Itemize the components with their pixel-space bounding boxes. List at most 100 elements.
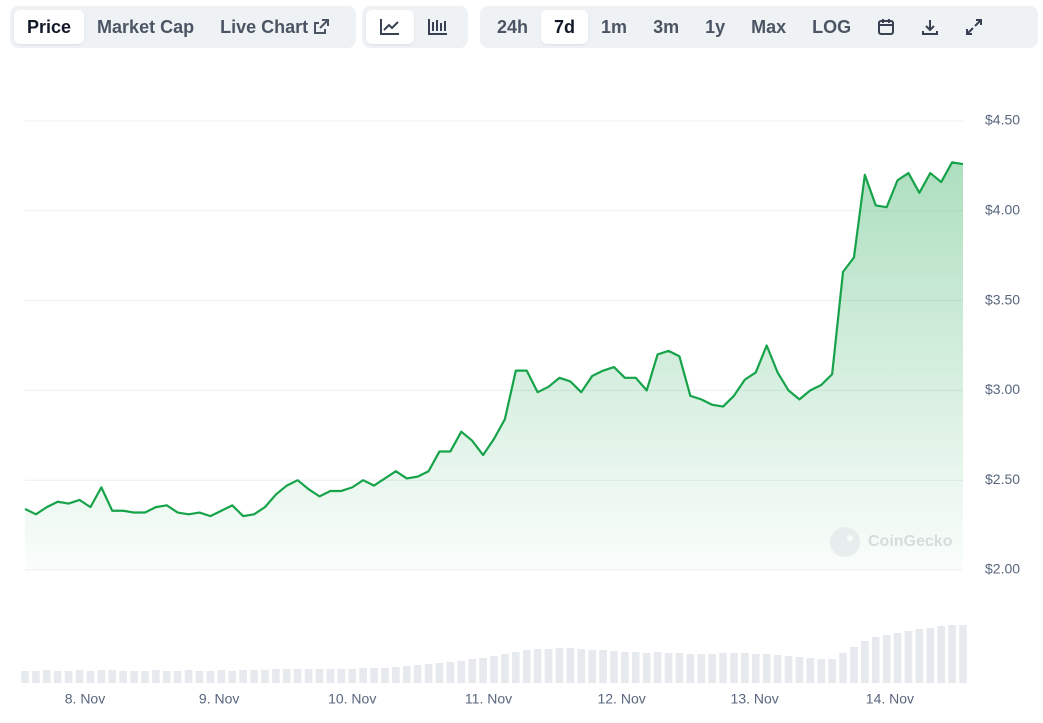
range-button[interactable]: 24h	[497, 16, 529, 37]
y-tick-label: $4.50	[985, 112, 1020, 128]
volume-bar	[130, 671, 138, 683]
volume-bar	[522, 650, 531, 683]
volume-bar	[948, 625, 956, 683]
fullscreen-button[interactable]	[952, 10, 996, 44]
range-button[interactable]: 7d	[541, 10, 589, 44]
range-button[interactable]: 3m	[653, 16, 680, 37]
volume-bar	[359, 668, 367, 683]
volume-bar	[937, 626, 946, 683]
candle-chart-button[interactable]	[414, 10, 462, 44]
volume-bar	[392, 667, 400, 683]
volume-bar	[75, 670, 84, 683]
volume-bar	[282, 669, 291, 683]
volume-bar	[686, 654, 695, 683]
volume-bar	[162, 671, 171, 683]
range-button[interactable]: 1m	[601, 16, 628, 37]
volume-bar	[64, 671, 73, 683]
volume-bar	[773, 655, 782, 683]
volume-bar	[599, 650, 607, 683]
x-tick-label: 13. Nov	[731, 691, 779, 707]
volume-bar	[544, 649, 553, 683]
volume-bar	[675, 653, 684, 683]
tab[interactable]: Price	[14, 10, 85, 44]
volume-bar	[228, 671, 237, 683]
volume-bar	[435, 663, 444, 683]
volume-bar	[424, 664, 433, 683]
download-icon	[922, 20, 939, 35]
volume-bar	[642, 653, 651, 683]
y-tick-label: $3.50	[985, 291, 1020, 307]
volume-bar	[195, 671, 204, 683]
x-tick-label: 10. Nov	[328, 691, 376, 707]
volume-bar	[511, 652, 520, 683]
volume-bar	[784, 656, 793, 683]
volume-bar	[588, 650, 596, 683]
volume-bar	[817, 659, 826, 683]
volume-bar	[795, 657, 804, 683]
calendar-button[interactable]	[864, 10, 908, 44]
volume-bar	[479, 658, 487, 683]
range-group: 24h 7d 1m 3m 1y Max LOG	[480, 6, 1038, 48]
volume-bar	[468, 659, 477, 683]
tab[interactable]: Market Cap	[97, 16, 195, 37]
volume-bar	[882, 635, 891, 683]
volume-bar	[53, 671, 62, 683]
calendar-icon	[878, 19, 895, 35]
volume-bar	[893, 633, 902, 683]
volume-bar	[413, 665, 422, 683]
volume-bar	[501, 654, 509, 683]
volume-bar	[173, 671, 182, 683]
volume-bar	[152, 670, 160, 683]
expand-icon	[966, 19, 983, 35]
volume-bar	[653, 652, 662, 683]
volume-bar	[446, 662, 455, 683]
volume-bar	[871, 637, 880, 683]
y-tick-label: $2.50	[985, 471, 1020, 487]
log-button[interactable]: LOG	[812, 16, 852, 37]
volume-bar	[610, 651, 618, 683]
volume-bar	[239, 670, 247, 683]
volume-bar	[751, 654, 760, 683]
volume-bar	[337, 669, 346, 683]
volume-bar	[326, 669, 335, 683]
range-button[interactable]: 1y	[705, 16, 726, 37]
volume-bar	[719, 653, 727, 683]
range-button[interactable]: Max	[751, 16, 787, 37]
volume-bar	[217, 670, 226, 683]
x-tick-label: 12. Nov	[597, 691, 645, 707]
download-button[interactable]	[908, 10, 952, 44]
line-chart-button[interactable]	[366, 10, 414, 44]
external-icon	[314, 19, 330, 34]
volume-bar	[97, 670, 106, 683]
volume-bar	[708, 654, 716, 683]
candle-icon	[428, 19, 447, 35]
volume-bar	[261, 670, 269, 683]
x-tick-label: 14. Nov	[866, 691, 914, 707]
y-tick-label: $2.00	[985, 561, 1020, 577]
volume-bar	[926, 628, 935, 683]
volume-bar	[631, 652, 640, 683]
volume-bar	[293, 669, 302, 683]
volume-bar	[577, 649, 586, 683]
tab[interactable]: Live Chart	[207, 10, 343, 44]
line-icon	[380, 19, 399, 35]
volume-bar	[959, 625, 967, 683]
volume-bar	[315, 669, 324, 683]
volume-bar	[402, 666, 411, 683]
volume-bar	[250, 670, 258, 683]
volume-bar	[272, 669, 280, 683]
volume-bar	[32, 671, 40, 683]
volume-bar	[184, 670, 193, 683]
volume-bar	[741, 653, 749, 683]
y-tick-label: $4.00	[985, 202, 1020, 218]
volume-bar	[533, 649, 542, 683]
y-tick-label: $3.00	[985, 381, 1020, 397]
volume-bar	[762, 654, 771, 683]
volume-bar	[697, 654, 706, 683]
volume-bar	[664, 653, 673, 683]
volume-bar	[381, 668, 389, 683]
x-tick-label: 8. Nov	[65, 691, 105, 707]
volume-bar	[457, 661, 466, 683]
volume-bar	[730, 653, 738, 683]
